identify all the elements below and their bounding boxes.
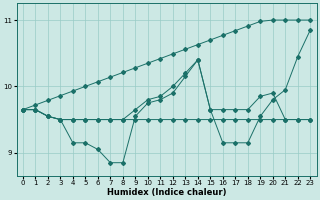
X-axis label: Humidex (Indice chaleur): Humidex (Indice chaleur) <box>107 188 226 197</box>
